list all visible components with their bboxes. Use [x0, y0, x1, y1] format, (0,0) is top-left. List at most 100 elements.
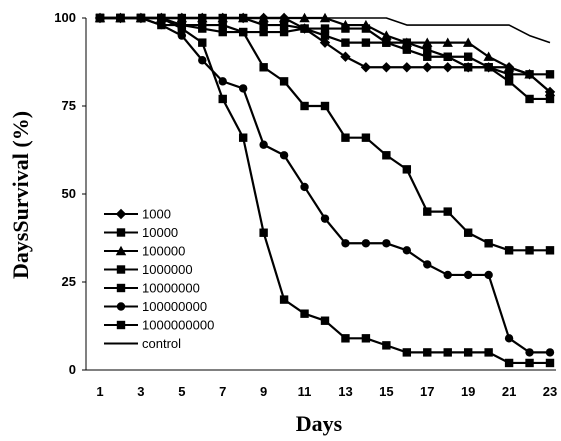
data-point — [504, 334, 514, 343]
x-tick-label: 5 — [178, 384, 185, 399]
data-point — [525, 246, 534, 255]
data-point — [320, 101, 330, 111]
data-point — [442, 62, 453, 73]
data-point — [544, 86, 556, 97]
data-point — [300, 101, 309, 111]
y-tick-label: 50 — [62, 186, 76, 201]
legend-marker — [115, 208, 127, 220]
data-point — [503, 62, 515, 72]
data-point — [198, 38, 207, 47]
data-point — [279, 27, 289, 37]
data-point — [382, 151, 391, 160]
y-tick-label: 75 — [62, 98, 76, 113]
data-point — [300, 182, 309, 192]
data-point — [504, 358, 514, 368]
data-point — [259, 63, 268, 72]
legend-marker — [116, 302, 126, 311]
data-point — [259, 228, 268, 237]
series-layer — [94, 12, 556, 368]
legend-marker — [116, 228, 126, 237]
data-point — [198, 20, 207, 30]
data-point — [319, 37, 331, 48]
data-point — [442, 37, 453, 47]
legend-marker — [116, 265, 126, 274]
data-point — [402, 165, 412, 174]
data-point — [462, 37, 474, 47]
data-point — [463, 63, 473, 72]
series-line — [100, 17, 551, 44]
data-point — [361, 133, 371, 142]
legend-label: 1000000000 — [142, 318, 214, 333]
data-point — [402, 246, 412, 255]
data-point — [341, 133, 350, 142]
series-1000000000 — [95, 13, 555, 368]
data-point — [484, 63, 493, 72]
data-point — [525, 94, 534, 104]
data-point — [320, 214, 330, 223]
legend-marker — [116, 283, 126, 293]
data-point — [525, 358, 534, 368]
data-point — [300, 24, 309, 33]
data-point — [422, 37, 433, 47]
data-point — [300, 309, 309, 318]
data-point — [238, 27, 248, 37]
x-tick-label: 3 — [137, 384, 144, 399]
data-point — [524, 69, 535, 79]
legend: 1000 10000 100000 1000000 10000000 100000000 1… — [104, 207, 214, 351]
data-point — [402, 45, 412, 54]
x-tick-label: 15 — [379, 384, 393, 399]
data-point — [545, 70, 555, 79]
x-tick-label: 1 — [96, 384, 103, 399]
data-point — [381, 30, 392, 40]
data-point — [483, 51, 494, 61]
data-point — [463, 348, 473, 357]
data-point — [381, 62, 392, 73]
data-point — [422, 62, 433, 73]
data-point — [443, 207, 452, 216]
x-tick-label: 17 — [420, 384, 434, 399]
data-point — [423, 45, 432, 54]
x-tick-labels: 1 3 5 7 9 11 13 15 17 19 21 23 — [96, 384, 557, 399]
data-point — [341, 38, 350, 47]
data-point — [443, 348, 452, 357]
data-point — [382, 341, 391, 350]
data-point — [401, 62, 413, 73]
legend-label: control — [142, 336, 181, 351]
data-point — [504, 70, 514, 79]
x-tick-label: 19 — [461, 384, 475, 399]
data-point — [423, 207, 432, 216]
x-tick-label: 11 — [298, 384, 312, 399]
data-point — [361, 334, 371, 343]
data-point — [157, 20, 166, 30]
data-point — [360, 62, 372, 73]
data-point — [259, 140, 268, 149]
data-point — [463, 52, 473, 61]
x-tick-label: 23 — [543, 384, 557, 399]
y-axis-title: DaysSurvival (%) — [8, 111, 33, 279]
data-point — [423, 260, 432, 269]
data-point — [525, 348, 534, 357]
data-point — [218, 77, 227, 86]
data-point — [423, 52, 432, 61]
data-point — [402, 348, 412, 357]
data-point — [504, 246, 514, 255]
data-point — [443, 270, 452, 280]
y-tick-label: 100 — [54, 10, 76, 25]
x-tick-label: 7 — [219, 384, 226, 399]
legend-marker — [116, 320, 126, 330]
legend-label: 10000 — [142, 225, 178, 240]
data-point — [279, 20, 289, 30]
data-point — [484, 270, 493, 280]
data-point — [443, 52, 452, 61]
data-point — [545, 246, 555, 255]
x-tick-label: 9 — [260, 384, 267, 399]
data-point — [218, 27, 227, 37]
data-point — [382, 239, 391, 248]
data-point — [320, 316, 330, 325]
legend-marker — [115, 245, 127, 256]
data-point — [402, 38, 412, 47]
data-point — [463, 270, 473, 280]
legend-label: 1000000 — [142, 262, 193, 277]
data-point — [341, 24, 350, 33]
y-tick-labels: 0 25 50 75 100 — [54, 10, 86, 377]
